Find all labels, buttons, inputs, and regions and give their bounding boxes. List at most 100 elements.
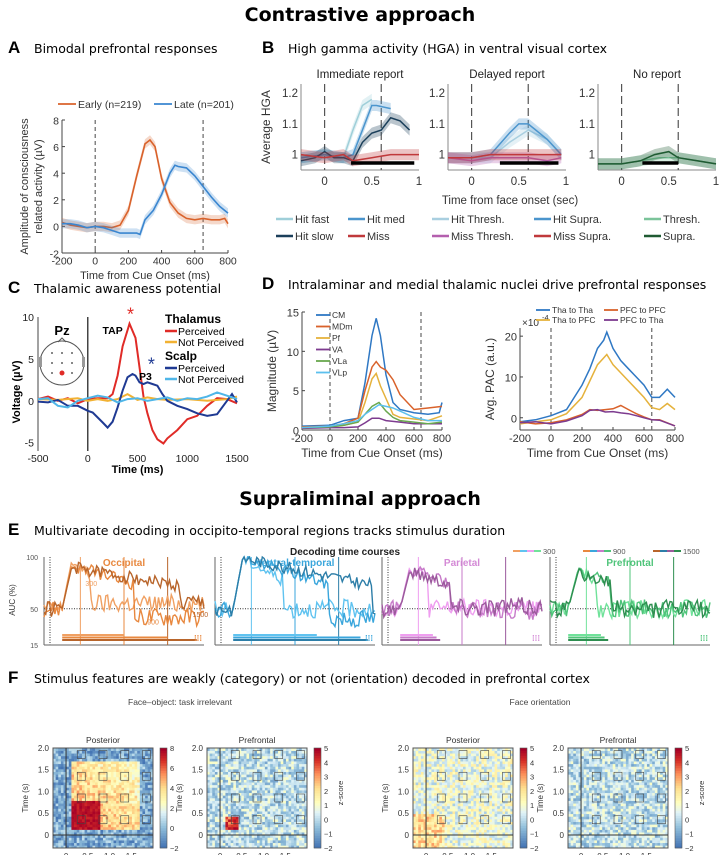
heatmap-cell: [61, 785, 64, 788]
colorbar-cell: [314, 778, 321, 781]
heatmap-cell: [497, 822, 500, 825]
heatmap-cell: [262, 793, 265, 796]
heatmap-cell: [289, 843, 292, 846]
heatmap-cell: [481, 764, 484, 767]
heatmap-cell: [476, 811, 479, 814]
heatmap-cell: [484, 824, 487, 827]
heatmap-cell: [273, 806, 276, 809]
heatmap-cell: [262, 777, 265, 780]
heatmap-cell: [100, 764, 103, 767]
duration-legend-label: 900: [613, 547, 626, 556]
heatmap-cell: [431, 751, 434, 754]
heatmap-cell: [69, 827, 72, 830]
heatmap-cell: [74, 772, 77, 775]
heatmap-cell: [116, 772, 119, 775]
heatmap-cell: [265, 777, 268, 780]
colorbar-cell: [314, 783, 321, 786]
heatmap-cell: [106, 824, 109, 827]
heatmap-cell: [98, 803, 101, 806]
heatmap-cell: [132, 790, 135, 793]
heatmap-cell: [225, 830, 228, 833]
heatmap-cell: [87, 822, 90, 825]
heatmap-cell: [416, 798, 419, 801]
heatmap-cell: [246, 806, 249, 809]
heatmap-cell: [450, 840, 453, 843]
heatmap-cell: [108, 798, 111, 801]
heatmap-cell: [69, 822, 72, 825]
heatmap-cell: [262, 790, 265, 793]
heatmap-cell: [489, 819, 492, 822]
heatmap-cell: [437, 827, 440, 830]
heatmap-cell: [74, 837, 77, 840]
heatmap-cell: [137, 798, 140, 801]
heatmap-cell: [231, 769, 234, 772]
heatmap-cell: [210, 814, 213, 817]
heatmap-cell: [77, 840, 80, 843]
heatmap-cell: [434, 843, 437, 846]
heatmap-cell: [92, 785, 95, 788]
heatmap-cell: [215, 782, 218, 785]
heatmap-cell: [148, 769, 151, 772]
heatmap-cell: [116, 824, 119, 827]
heatmap-cell: [468, 806, 471, 809]
heatmap-cell: [270, 769, 273, 772]
heatmap-cell: [278, 785, 281, 788]
heatmap-cell: [228, 827, 231, 830]
heatmap-cell: [114, 769, 117, 772]
heatmap-cell: [286, 827, 289, 830]
heatmap-cell: [289, 761, 292, 764]
heatmap-cell: [463, 782, 466, 785]
x-tick-label: 0: [468, 176, 474, 188]
heatmap-cell: [239, 837, 242, 840]
heatmap-cell: [111, 756, 114, 759]
heatmap-cell: [82, 814, 85, 817]
heatmap-cell: [458, 827, 461, 830]
heatmap-cell: [212, 756, 215, 759]
heatmap-cell: [231, 766, 234, 769]
heatmap-cell: [479, 777, 482, 780]
heatmap-cell: [215, 814, 218, 817]
heatmap-cell: [257, 774, 260, 777]
heatmap-cell: [291, 814, 294, 817]
heatmap-cell: [497, 787, 500, 790]
heatmap-cell: [463, 769, 466, 772]
heatmap-cell: [278, 811, 281, 814]
heatmap-cell: [87, 795, 90, 798]
y-axis-label: Average HGA: [259, 90, 273, 164]
heatmap-cell: [502, 766, 505, 769]
heatmap-cell: [296, 790, 299, 793]
heatmap-cell: [452, 801, 455, 804]
heatmap-cell: [431, 809, 434, 812]
heatmap-cell: [426, 793, 429, 796]
heatmap-cell: [87, 751, 90, 754]
heatmap-cell: [497, 798, 500, 801]
heatmap-cell: [445, 837, 448, 840]
heatmap-cell: [132, 782, 135, 785]
heatmap-cell: [468, 780, 471, 783]
heatmap-cell: [116, 843, 119, 846]
heatmap-cell: [296, 814, 299, 817]
heatmap-cell: [249, 814, 252, 817]
heatmap-cell: [127, 761, 130, 764]
y-tick-label: 2: [53, 195, 59, 207]
heatmap-cell: [281, 814, 284, 817]
heatmap-cell: [476, 824, 479, 827]
heatmap-cell: [254, 830, 257, 833]
heatmap-cell: [416, 787, 419, 790]
heatmap-cell: [103, 785, 106, 788]
heatmap-cell: [121, 782, 124, 785]
heatmap-cell: [127, 827, 130, 830]
electrode-dot: [61, 352, 63, 354]
heatmap-cell: [223, 787, 226, 790]
heatmap-cell: [460, 811, 463, 814]
heatmap-cell: [460, 785, 463, 788]
colorbar-tick-label: 3: [530, 773, 534, 782]
heatmap-cell: [260, 830, 263, 833]
heatmap-cell: [124, 814, 127, 817]
heatmap-cell: [278, 816, 281, 819]
heatmap-cell: [228, 774, 231, 777]
heatmap-cell: [231, 785, 234, 788]
heatmap-cell: [416, 795, 419, 798]
heatmap-cell: [106, 769, 109, 772]
colorbar-cell: [520, 831, 527, 834]
